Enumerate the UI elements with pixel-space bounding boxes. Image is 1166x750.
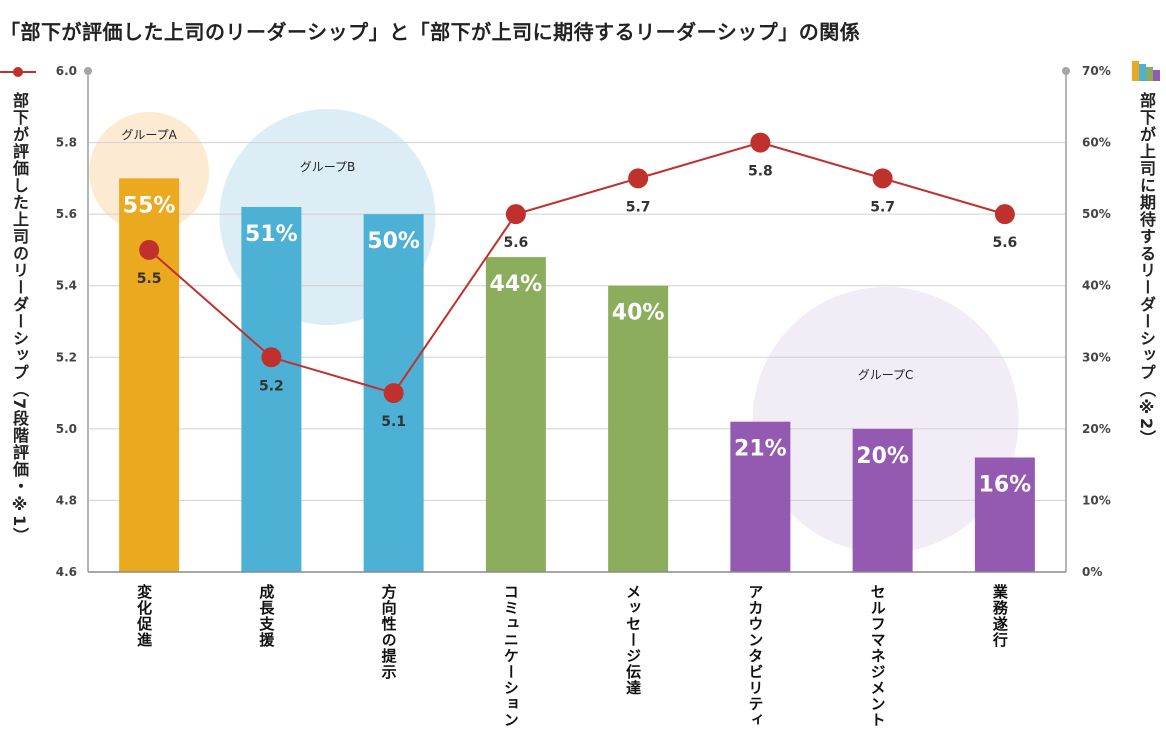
legend: [0, 61, 1160, 81]
right-tick-label: 70%: [1082, 64, 1111, 78]
left-tick-label: 4.6: [56, 565, 77, 579]
right-tick-label: 30%: [1082, 350, 1111, 364]
left-tick-label: 4.8: [56, 493, 77, 507]
bar-value-label: 55%: [123, 193, 176, 218]
bar-value-label: 44%: [490, 272, 543, 297]
line-point: [383, 383, 404, 404]
right-axis-cap: [1062, 67, 1070, 75]
left-axis-title: 部下が評価した上司のリーダーシップ（7段階評価・※1）: [10, 92, 29, 545]
legend-bar-swatch: [1132, 61, 1139, 81]
left-tick-label: 5.2: [56, 350, 77, 364]
line-point: [994, 204, 1015, 225]
group-label: グループA: [121, 128, 177, 142]
line-value-label: 5.7: [626, 199, 651, 215]
bar-value-label: 16%: [979, 472, 1032, 497]
category-label: アカウンタビリティ: [746, 584, 764, 728]
group-circle: [752, 287, 1019, 553]
line-value-label: 5.6: [503, 235, 528, 251]
line-point: [505, 204, 526, 225]
bar: [241, 206, 302, 572]
bar-value-label: 40%: [612, 301, 665, 326]
line-value-label: 5.2: [259, 378, 284, 394]
bar: [119, 178, 180, 572]
bar: [974, 457, 1035, 572]
bar: [730, 421, 791, 572]
line-value-label: 5.1: [381, 414, 406, 430]
line-point: [628, 168, 649, 189]
left-tick-label: 5.0: [56, 422, 77, 436]
bar: [852, 428, 913, 572]
group-label: グループB: [300, 160, 356, 174]
bar: [485, 257, 546, 572]
line-value-label: 5.8: [748, 164, 773, 180]
left-axis-cap: [84, 67, 92, 75]
category-label: 成長支援: [257, 583, 275, 648]
right-tick-label: 20%: [1082, 422, 1111, 436]
line-value-label: 5.5: [137, 271, 162, 287]
line-point: [872, 168, 893, 189]
category-label: コミュニケーション: [502, 584, 520, 728]
series-line: [148, 141, 1006, 395]
legend-line-marker: [13, 67, 23, 77]
legend-bar-swatch: [1146, 67, 1153, 81]
bar-value-label: 51%: [245, 222, 298, 247]
right-tick-label: 50%: [1082, 207, 1111, 221]
line-value-label: 5.6: [992, 235, 1017, 251]
bar-value-label: 21%: [734, 437, 787, 462]
left-tick-label: 5.4: [56, 279, 77, 293]
category-label: メッセージ伝達: [624, 584, 642, 696]
left-tick-label: 5.6: [56, 207, 77, 221]
line-point: [261, 347, 282, 368]
right-tick-label: 0%: [1082, 565, 1102, 579]
category-label: 方向性の提示: [380, 583, 398, 680]
line-point: [139, 239, 160, 260]
line-point: [750, 132, 771, 153]
bars: [119, 178, 1035, 572]
category-label: 変化促進: [135, 583, 153, 648]
chart-title: 「部下が評価した上司のリーダーシップ」と「部下が上司に期待するリーダーシップ」の…: [0, 20, 861, 44]
data-labels: 55% 51% 50% 44% 40% 21% 20% 16% 5.5 5.2 5.1 5.6 5.7 5…: [123, 164, 1031, 498]
bar: [608, 285, 669, 572]
group-label: グループC: [858, 368, 914, 382]
line-series: [139, 132, 1015, 404]
legend-bar-swatch: [1139, 64, 1146, 81]
legend-bar-swatch: [1153, 70, 1160, 81]
category-label: 業務遂行: [991, 583, 1009, 648]
right-tick-label: 10%: [1082, 493, 1111, 507]
bar-value-label: 50%: [367, 229, 420, 254]
right-axis-title: 部下が上司に期待するリーダーシップ（※2）: [1137, 92, 1156, 448]
left-tick-label: 6.0: [56, 64, 77, 78]
right-tick-label: 60%: [1082, 136, 1111, 150]
bar-value-label: 20%: [856, 444, 909, 469]
right-tick-label: 40%: [1082, 279, 1111, 293]
left-tick-label: 5.8: [56, 136, 77, 150]
line-value-label: 5.7: [870, 199, 895, 215]
category-label: セルフマネジメント: [869, 584, 887, 728]
axes: 6.0 70% 5.8 60% 5.6 50% 5.4 40% 5.2 30% 5.0 20% 4.8 1…: [56, 64, 1111, 728]
